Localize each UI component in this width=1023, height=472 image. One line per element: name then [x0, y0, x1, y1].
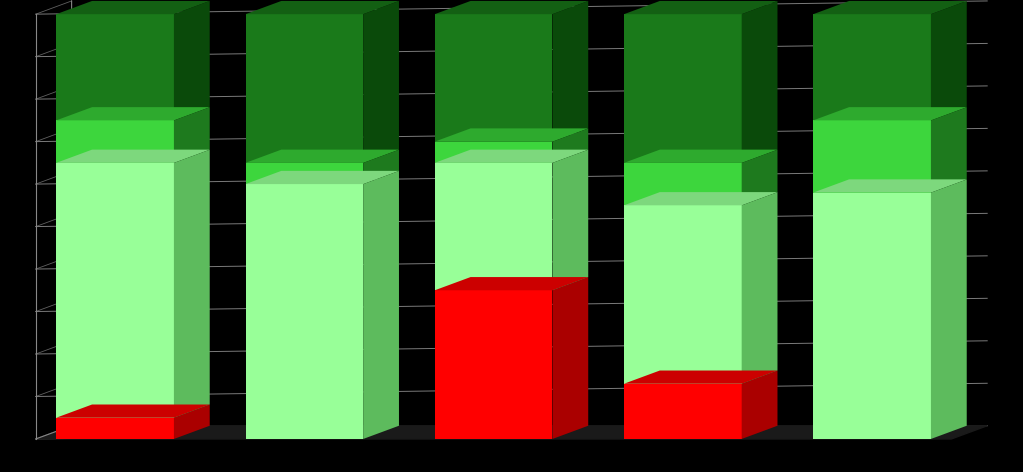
Polygon shape — [813, 120, 931, 193]
Polygon shape — [931, 179, 967, 439]
Polygon shape — [624, 371, 777, 384]
Polygon shape — [435, 14, 552, 142]
Polygon shape — [624, 14, 742, 163]
Polygon shape — [56, 405, 210, 418]
Polygon shape — [624, 192, 777, 205]
Polygon shape — [435, 163, 552, 290]
Polygon shape — [174, 107, 210, 163]
Polygon shape — [435, 150, 588, 163]
Polygon shape — [174, 150, 210, 418]
Polygon shape — [813, 14, 931, 120]
Polygon shape — [813, 179, 967, 193]
Polygon shape — [552, 128, 588, 163]
Polygon shape — [624, 163, 742, 205]
Polygon shape — [742, 150, 777, 205]
Polygon shape — [813, 1, 967, 14]
Polygon shape — [363, 171, 399, 439]
Polygon shape — [435, 128, 588, 142]
Polygon shape — [56, 1, 210, 14]
Polygon shape — [742, 1, 777, 163]
Polygon shape — [246, 163, 363, 184]
Polygon shape — [246, 184, 363, 439]
Polygon shape — [552, 1, 588, 142]
Polygon shape — [435, 142, 552, 163]
Polygon shape — [624, 150, 777, 163]
Polygon shape — [742, 192, 777, 384]
Polygon shape — [246, 171, 399, 184]
Polygon shape — [36, 426, 987, 439]
Polygon shape — [813, 107, 967, 120]
Polygon shape — [174, 1, 210, 120]
Polygon shape — [56, 14, 174, 120]
Polygon shape — [435, 290, 552, 439]
Polygon shape — [56, 120, 174, 163]
Polygon shape — [624, 205, 742, 384]
Polygon shape — [174, 405, 210, 439]
Polygon shape — [363, 1, 399, 163]
Polygon shape — [246, 1, 399, 14]
Polygon shape — [56, 163, 174, 418]
Polygon shape — [552, 277, 588, 439]
Polygon shape — [246, 150, 399, 163]
Polygon shape — [624, 1, 777, 14]
Polygon shape — [56, 418, 174, 439]
Polygon shape — [813, 193, 931, 439]
Polygon shape — [742, 371, 777, 439]
Polygon shape — [56, 150, 210, 163]
Polygon shape — [246, 14, 363, 163]
Polygon shape — [435, 277, 588, 290]
Polygon shape — [56, 107, 210, 120]
Polygon shape — [552, 150, 588, 290]
Polygon shape — [624, 384, 742, 439]
Polygon shape — [931, 107, 967, 193]
Polygon shape — [363, 150, 399, 184]
Polygon shape — [931, 1, 967, 120]
Polygon shape — [435, 1, 588, 14]
